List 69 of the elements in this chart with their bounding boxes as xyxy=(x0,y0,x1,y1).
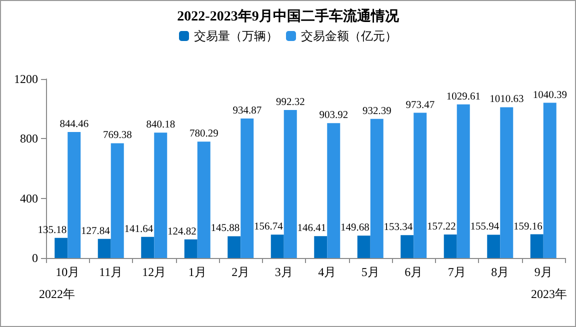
x-tick-label: 5月 xyxy=(361,265,380,279)
bar xyxy=(68,132,81,258)
x-tick-label: 7月 xyxy=(448,265,466,279)
x-tick-label: 6月 xyxy=(404,265,423,279)
y-tick-label: 400 xyxy=(20,191,38,206)
bar xyxy=(543,102,556,258)
bar xyxy=(284,110,297,258)
data-label: 992.32 xyxy=(276,96,305,108)
bar xyxy=(110,143,124,258)
data-label: 146.41 xyxy=(297,223,326,234)
data-label: 135.18 xyxy=(38,224,67,236)
x-tick-label: 10月 xyxy=(56,265,80,279)
y-tick-label: 1200 xyxy=(14,72,38,86)
bar xyxy=(314,236,328,258)
y-tick-label: 800 xyxy=(20,132,38,146)
data-label: 149.68 xyxy=(340,222,370,234)
data-label: 1010.63 xyxy=(490,94,524,106)
bar xyxy=(357,236,370,258)
bar xyxy=(54,238,68,258)
bar xyxy=(530,234,544,258)
data-label: 973.47 xyxy=(406,100,435,111)
data-label: 1029.61 xyxy=(446,91,480,102)
data-label: 159.16 xyxy=(513,221,542,232)
bar xyxy=(456,104,470,258)
x-tick-label: 12月 xyxy=(142,265,166,279)
data-label: 1040.39 xyxy=(532,90,567,101)
bar xyxy=(154,132,168,258)
data-label: 141.64 xyxy=(124,224,154,235)
x-tick-label: 9月 xyxy=(534,265,552,279)
data-label: 934.87 xyxy=(232,106,262,117)
bar xyxy=(444,234,457,258)
legend-label: 交易金额（亿元） xyxy=(301,29,397,43)
bar xyxy=(228,236,241,258)
data-label: 145.88 xyxy=(210,223,240,234)
x-tick-label: 3月 xyxy=(274,265,293,279)
bar xyxy=(270,234,284,258)
data-label: 844.46 xyxy=(60,119,89,130)
chart-title: 2022-2023年9月中国二手车流通情况 xyxy=(177,8,400,24)
bar xyxy=(400,235,414,258)
y-tick-label: 0 xyxy=(32,251,38,265)
bar xyxy=(327,123,340,258)
bar xyxy=(370,118,384,258)
data-label: 157.22 xyxy=(426,222,456,233)
bar xyxy=(414,112,427,258)
data-label: 932.39 xyxy=(362,106,392,117)
data-label: 127.84 xyxy=(80,226,111,237)
data-label: 840.18 xyxy=(146,120,176,131)
data-label: 153.34 xyxy=(384,222,414,234)
data-label: 780.29 xyxy=(189,128,218,140)
text: 2022年 xyxy=(39,287,75,301)
bar xyxy=(197,142,210,258)
x-tick-label: 1月 xyxy=(188,265,206,279)
legend-label: 交易量（万辆） xyxy=(194,29,278,43)
data-label: 155.94 xyxy=(470,222,500,233)
data-label: 769.38 xyxy=(102,130,132,142)
bar xyxy=(184,239,198,258)
bar xyxy=(240,118,254,258)
data-label: 903.92 xyxy=(319,110,348,122)
text: 2023年 xyxy=(531,287,567,301)
x-tick-label: 8月 xyxy=(491,265,510,279)
data-label: 124.82 xyxy=(167,226,196,238)
bar xyxy=(141,236,154,258)
bar xyxy=(487,234,500,258)
x-tick-label: 2月 xyxy=(232,265,250,279)
bar xyxy=(98,238,111,258)
x-tick-label: 4月 xyxy=(318,265,336,279)
x-tick-label: 11月 xyxy=(99,265,123,279)
bar xyxy=(500,107,514,258)
data-label: 156.74 xyxy=(254,222,284,233)
